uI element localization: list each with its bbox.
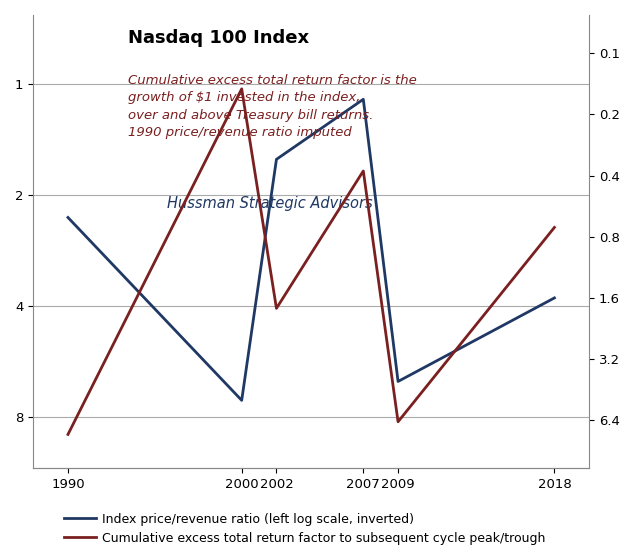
Index price/revenue ratio (left log scale, inverted)	[238, 397, 246, 404]
Cumulative excess total return factor to subsequent cycle peak/trough	[272, 305, 280, 312]
Cumulative excess total return factor to subsequent cycle peak/trough	[64, 431, 72, 438]
Cumulative excess total return factor to subsequent cycle peak/trough	[238, 86, 246, 92]
Legend: Index price/revenue ratio (left log scale, inverted), Cumulative excess total re: Index price/revenue ratio (left log scal…	[59, 508, 551, 550]
Text: Nasdaq 100 Index: Nasdaq 100 Index	[128, 28, 309, 47]
Cumulative excess total return factor to subsequent cycle peak/trough	[551, 224, 558, 231]
Line: Cumulative excess total return factor to subsequent cycle peak/trough: Cumulative excess total return factor to…	[68, 89, 554, 434]
Index price/revenue ratio (left log scale, inverted)	[272, 156, 280, 163]
Index price/revenue ratio (left log scale, inverted)	[551, 295, 558, 301]
Line: Index price/revenue ratio (left log scale, inverted): Index price/revenue ratio (left log scal…	[68, 100, 554, 400]
Cumulative excess total return factor to subsequent cycle peak/trough	[394, 419, 402, 425]
Text: Hussman Strategic Advisors: Hussman Strategic Advisors	[166, 196, 372, 211]
Index price/revenue ratio (left log scale, inverted)	[394, 378, 402, 385]
Index price/revenue ratio (left log scale, inverted)	[359, 96, 367, 103]
Text: Cumulative excess total return factor is the
growth of $1 invested in the index,: Cumulative excess total return factor is…	[128, 74, 417, 140]
Index price/revenue ratio (left log scale, inverted)	[64, 214, 72, 221]
Cumulative excess total return factor to subsequent cycle peak/trough	[359, 167, 367, 174]
